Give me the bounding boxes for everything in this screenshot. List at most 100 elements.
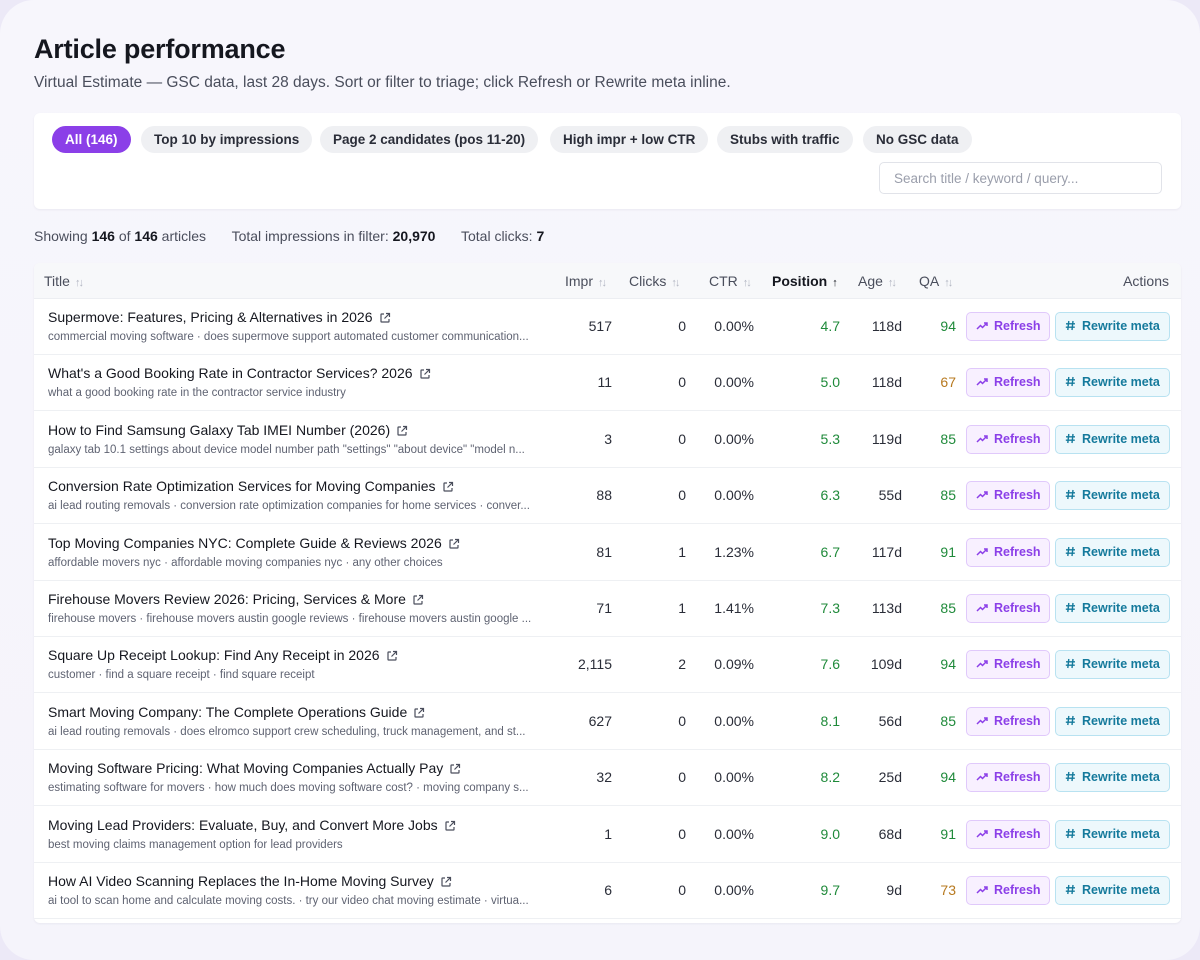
impressions-cell: 11 — [597, 374, 612, 391]
page-subtitle: Virtual Estimate — GSC data, last 28 day… — [34, 74, 731, 91]
article-title-link[interactable]: How to Find Samsung Galaxy Tab IMEI Numb… — [48, 422, 408, 440]
external-link-icon[interactable] — [440, 875, 452, 891]
external-link-icon[interactable] — [412, 593, 424, 609]
refresh-button[interactable]: Refresh — [966, 819, 1050, 849]
article-title-link[interactable]: What's a Good Booking Rate in Contractor… — [48, 365, 431, 383]
rewrite-meta-button[interactable]: Rewrite meta — [1055, 819, 1170, 849]
trending-up-icon — [976, 370, 988, 397]
position-cell: 8.1 — [820, 712, 840, 729]
filter-chip-stubs-with-traffic[interactable]: Stubs with traffic — [717, 126, 853, 153]
filter-chip-page2-candidates[interactable]: Page 2 candidates (pos 11-20) — [320, 126, 539, 153]
external-link-icon[interactable] — [396, 424, 408, 440]
refresh-button[interactable]: Refresh — [966, 594, 1050, 623]
refresh-button[interactable]: Refresh — [966, 537, 1050, 567]
filter-chip-all[interactable]: All (146) — [52, 126, 131, 153]
column-header-clicks[interactable]: Clicks ↑↓ — [629, 273, 680, 289]
column-header-ctr[interactable]: CTR ↑↓ — [709, 273, 752, 289]
clicks-cell: 0 — [678, 318, 686, 334]
article-title-link[interactable]: Conversion Rate Optimization Services fo… — [48, 478, 454, 496]
external-link-icon[interactable] — [448, 537, 460, 553]
rewrite-meta-button[interactable]: Rewrite meta — [1055, 594, 1170, 623]
impressions-cell: 2,115 — [578, 656, 612, 673]
hash-icon — [1065, 314, 1076, 341]
position-cell: 5.3 — [820, 430, 840, 447]
external-link-icon[interactable] — [419, 367, 431, 383]
article-title-link[interactable]: Firehouse Movers Review 2026: Pricing, S… — [48, 591, 424, 609]
rewrite-meta-button[interactable]: Rewrite meta — [1055, 876, 1170, 905]
external-link-icon[interactable] — [442, 480, 454, 496]
article-title-link[interactable]: Moving Software Pricing: What Moving Com… — [48, 760, 461, 778]
rewrite-meta-button[interactable]: Rewrite meta — [1055, 537, 1170, 567]
external-link-icon[interactable] — [449, 762, 461, 778]
table-row: Moving Lead Providers: Evaluate, Buy, an… — [34, 807, 1181, 863]
column-header-position[interactable]: Position ↑ — [772, 273, 838, 289]
age-cell: 55d — [878, 487, 902, 504]
article-title-link[interactable]: Smart Moving Company: The Complete Opera… — [48, 704, 425, 722]
clicks-cell: 0 — [678, 882, 686, 898]
article-keywords: customer · find a square receipt · find … — [48, 669, 315, 682]
article-keywords: best moving claims management option for… — [48, 838, 343, 851]
refresh-button[interactable]: Refresh — [966, 763, 1050, 793]
refresh-button[interactable]: Refresh — [966, 876, 1050, 905]
ctr-cell: 0.00% — [714, 487, 754, 504]
filter-chip-top10-impressions[interactable]: Top 10 by impressions — [141, 126, 313, 153]
hash-icon — [1065, 878, 1076, 905]
sort-icon: ↑↓ — [598, 277, 607, 289]
rewrite-meta-button[interactable]: Rewrite meta — [1055, 312, 1170, 341]
article-keywords: ai lead routing removals · conversion ra… — [48, 500, 530, 513]
clicks-cell: 0 — [678, 825, 686, 842]
external-link-icon[interactable] — [413, 706, 425, 722]
column-header-qa[interactable]: QA ↑↓ — [919, 273, 953, 289]
position-cell: 9.0 — [820, 825, 840, 842]
external-link-icon[interactable] — [444, 819, 456, 835]
age-cell: 118d — [871, 318, 902, 334]
refresh-button[interactable]: Refresh — [966, 312, 1050, 341]
article-title-link[interactable]: How AI Video Scanning Replaces the In-Ho… — [48, 873, 452, 891]
table-row: Supermove: Features, Pricing & Alternati… — [34, 299, 1181, 355]
article-title-link[interactable]: Square Up Receipt Lookup: Find Any Recei… — [48, 647, 398, 665]
refresh-button[interactable]: Refresh — [966, 706, 1050, 736]
rewrite-meta-button[interactable]: Rewrite meta — [1055, 650, 1170, 680]
article-keywords: estimating software for movers · how muc… — [48, 782, 529, 795]
rewrite-meta-button[interactable]: Rewrite meta — [1055, 424, 1170, 454]
article-title-link[interactable]: Moving Lead Providers: Evaluate, Buy, an… — [48, 817, 456, 835]
position-cell: 5.0 — [820, 374, 840, 391]
external-link-icon[interactable] — [386, 649, 398, 665]
column-header-age[interactable]: Age ↑↓ — [858, 273, 897, 289]
refresh-button[interactable]: Refresh — [966, 424, 1050, 454]
position-cell: 7.6 — [820, 656, 840, 673]
qa-score-cell: 85 — [940, 712, 956, 729]
rewrite-meta-button[interactable]: Rewrite meta — [1055, 368, 1170, 398]
refresh-button[interactable]: Refresh — [966, 481, 1050, 511]
search-input[interactable] — [879, 162, 1162, 194]
article-title-link[interactable]: Top Moving Companies NYC: Complete Guide… — [48, 535, 460, 553]
table-row: How to Find Samsung Galaxy Tab IMEI Numb… — [34, 412, 1181, 468]
summary-of-label: of — [118, 228, 131, 244]
trending-up-icon — [976, 878, 988, 905]
hash-icon — [1065, 765, 1076, 792]
summary-clicks-value: 7 — [536, 228, 545, 244]
qa-score-cell: 91 — [940, 825, 956, 842]
external-link-icon[interactable] — [379, 311, 391, 327]
article-keywords: affordable movers nyc · affordable movin… — [48, 556, 443, 569]
filter-chip-high-impr-low-ctr[interactable]: High impr + low CTR — [550, 126, 709, 153]
impressions-cell: 627 — [588, 712, 612, 729]
position-cell: 8.2 — [820, 769, 840, 786]
ctr-cell: 1.41% — [714, 600, 754, 616]
table-row: Square Up Receipt Lookup: Find Any Recei… — [34, 637, 1181, 694]
ctr-cell: 0.00% — [714, 318, 754, 334]
age-cell: 68d — [878, 825, 902, 842]
rewrite-meta-button[interactable]: Rewrite meta — [1055, 706, 1170, 736]
rewrite-meta-button[interactable]: Rewrite meta — [1055, 763, 1170, 793]
refresh-button[interactable]: Refresh — [966, 650, 1050, 680]
column-header-impr[interactable]: Impr ↑↓ — [565, 273, 607, 289]
age-cell: 56d — [878, 712, 902, 729]
filter-chip-no-gsc-data[interactable]: No GSC data — [863, 126, 972, 153]
qa-score-cell: 91 — [940, 543, 956, 560]
trending-up-icon — [976, 709, 988, 736]
article-title-link[interactable]: Supermove: Features, Pricing & Alternati… — [48, 309, 391, 327]
column-header-title[interactable]: Title ↑↓ — [44, 273, 84, 289]
refresh-button[interactable]: Refresh — [966, 368, 1050, 398]
trending-up-icon — [976, 314, 988, 341]
rewrite-meta-button[interactable]: Rewrite meta — [1055, 481, 1170, 511]
